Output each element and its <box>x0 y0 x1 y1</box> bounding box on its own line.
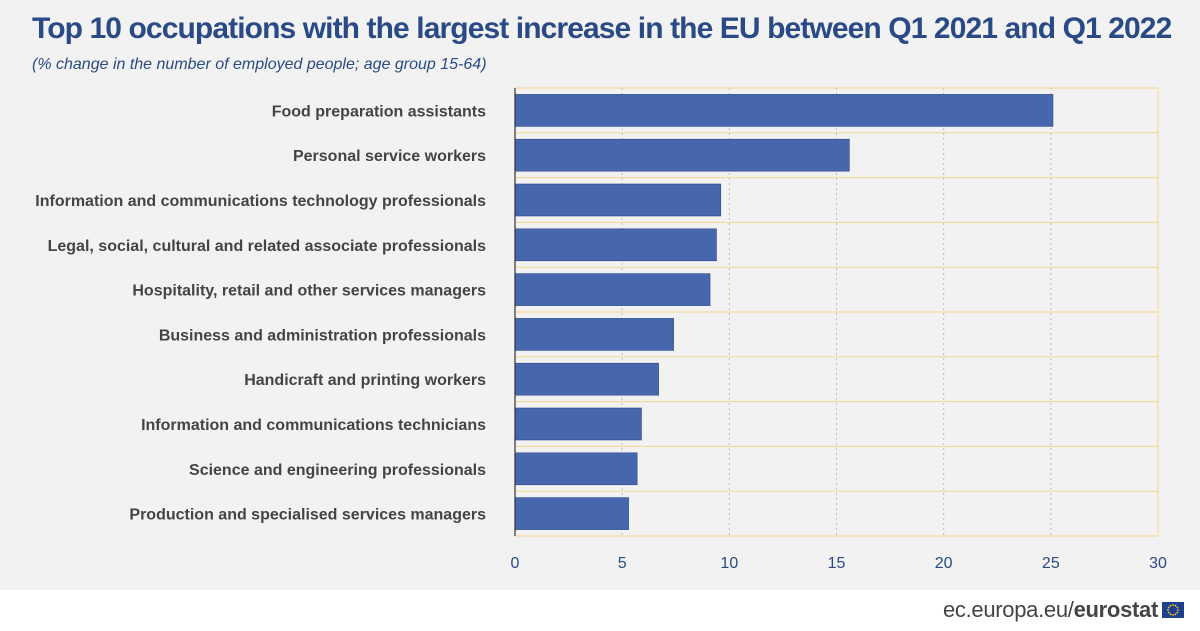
x-tick-label-5: 25 <box>1042 555 1060 572</box>
flag-star <box>1174 604 1177 607</box>
flag-star <box>1167 611 1170 614</box>
flag-star <box>1172 604 1174 606</box>
category-label-2: Information and communications technolog… <box>35 193 486 210</box>
eu-flag-icon <box>1162 602 1184 618</box>
footer-band <box>0 590 1200 631</box>
category-label-3: Legal, social, cultural and related asso… <box>48 238 486 255</box>
x-tick-label-6: 30 <box>1149 555 1167 572</box>
flag-star <box>1172 614 1174 616</box>
x-tick-label-4: 20 <box>935 555 953 572</box>
bar-9 <box>514 497 629 530</box>
flag-star <box>1176 611 1179 614</box>
source-prefix: ec.europa.eu/ <box>942 597 1074 622</box>
category-label-4: Hospitality, retail and other services m… <box>132 283 486 300</box>
bar-chart: Food preparation assistants Personal serv… <box>35 87 1167 572</box>
flag-star <box>1174 613 1177 616</box>
bar-7 <box>514 407 642 441</box>
category-label-9: Production and specialised services mana… <box>129 507 486 524</box>
bar-0 <box>514 94 1054 127</box>
x-tick-label-0: 0 <box>511 555 520 572</box>
chart-title: Top 10 occupations with the largest incr… <box>32 12 1172 45</box>
flag-star <box>1167 606 1170 609</box>
category-label-7: Information and communications technicia… <box>141 417 486 434</box>
bar-8 <box>514 452 638 486</box>
category-label-6: Handicraft and printing workers <box>244 372 486 389</box>
bar-3 <box>514 228 717 262</box>
x-tick-label-1: 5 <box>618 555 627 572</box>
flag-star <box>1177 609 1179 611</box>
flag-star <box>1169 613 1172 616</box>
bar-1 <box>514 138 850 172</box>
category-label-1: Personal service workers <box>293 148 486 165</box>
flag-star <box>1176 606 1179 609</box>
x-tick-label-3: 15 <box>828 555 846 572</box>
category-label-0: Food preparation assistants <box>272 103 486 120</box>
bar-2 <box>514 183 722 217</box>
bar-6 <box>514 362 659 396</box>
flag-star <box>1169 604 1172 607</box>
bar-5 <box>514 318 674 351</box>
source-brand: eurostat <box>1073 597 1159 622</box>
x-tick-label-2: 10 <box>720 555 738 572</box>
bar-4 <box>514 273 711 306</box>
chart-subtitle: (% change in the number of employed peop… <box>32 56 487 73</box>
category-label-5: Business and administration professional… <box>159 327 486 344</box>
source-link[interactable]: ec.europa.eu/eurostat <box>943 597 1158 623</box>
category-label-8: Science and engineering professionals <box>189 462 486 479</box>
flag-star <box>1167 609 1169 611</box>
